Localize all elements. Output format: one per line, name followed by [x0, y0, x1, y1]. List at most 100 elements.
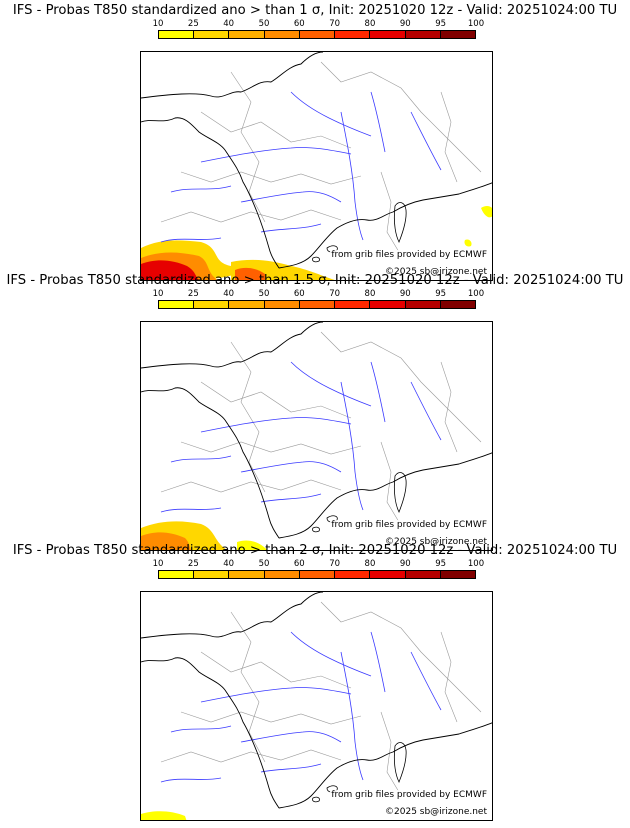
probability-area: [237, 540, 268, 550]
region-border: [320, 331, 482, 443]
colorbar-tick: 50: [258, 289, 270, 299]
colorbar-swatch: [194, 31, 230, 38]
colorbar-swatch: [229, 31, 265, 38]
map-graphic: [141, 592, 492, 820]
river: [200, 147, 352, 163]
corsica-island: [393, 472, 407, 513]
colorbar: [158, 300, 476, 309]
colorbar-swatch: [159, 301, 195, 308]
river: [260, 223, 322, 233]
colorbar-swatch: [229, 301, 265, 308]
region-border: [440, 631, 458, 723]
probability-area: [481, 206, 492, 218]
forecast-panel-3: IFS - Probas T850 standardized ano > tha…: [0, 543, 630, 821]
colorbar-tick: 40: [223, 19, 235, 29]
colorbar-swatch: [264, 571, 300, 578]
colorbar: [158, 30, 476, 39]
colorbar-tick: 90: [399, 19, 411, 29]
river: [340, 381, 364, 511]
map-graphic: [141, 52, 492, 280]
river: [370, 91, 386, 153]
colorbar-tick: 95: [435, 289, 447, 299]
region-border: [230, 611, 266, 763]
colorbar-swatch: [370, 571, 406, 578]
france-map: from grib files provided by ECMWF ©2025 …: [140, 591, 493, 821]
coastline: [141, 52, 492, 269]
river: [410, 381, 442, 441]
river: [370, 631, 386, 693]
probability-area: [141, 811, 187, 820]
colorbar-tick: 90: [399, 559, 411, 569]
colorbar-swatch: [299, 31, 336, 38]
colorbar-swatch: [159, 31, 195, 38]
colorbar-swatch: [335, 571, 371, 578]
river: [160, 507, 222, 513]
forecast-panel-2: IFS - Probas T850 standardized ano > tha…: [0, 273, 630, 551]
colorbar-tick: 70: [329, 559, 341, 569]
river: [170, 185, 232, 193]
probability-area: [235, 267, 265, 280]
river: [340, 651, 364, 781]
river: [290, 361, 372, 407]
colorbar-swatch: [299, 571, 336, 578]
region-border: [200, 381, 352, 419]
region-border: [200, 651, 352, 689]
source-credit: from grib files provided by ECMWF: [330, 790, 488, 800]
river: [160, 777, 222, 783]
region-border: [230, 341, 266, 493]
panel-title: IFS - Probas T850 standardized ano > tha…: [6, 273, 624, 288]
region-border: [380, 171, 400, 253]
river: [260, 763, 322, 773]
colorbar-swatch: [159, 571, 195, 578]
colorbar-tick: 25: [187, 559, 199, 569]
colorbar-tick: 40: [223, 289, 235, 299]
colorbar-tick: 10: [152, 559, 164, 569]
colorbar-tick: 10: [152, 19, 164, 29]
river: [200, 417, 352, 433]
colorbar-swatch: [264, 31, 300, 38]
region-border: [180, 711, 362, 725]
map-graphic: [141, 322, 492, 550]
river: [240, 461, 342, 473]
colorbar-tick: 25: [187, 289, 199, 299]
colorbar-tick: 10: [152, 289, 164, 299]
copyright-credit: ©2025 sb@irizone.net: [384, 267, 488, 277]
copyright-credit: ©2025 sb@irizone.net: [384, 807, 488, 817]
corsica-island: [393, 742, 407, 783]
region-border: [160, 479, 342, 493]
river: [410, 651, 442, 711]
colorbar-tick: 70: [329, 289, 341, 299]
colorbar-tick: 40: [223, 559, 235, 569]
colorbar-swatch: [335, 31, 371, 38]
colorbar-swatch: [370, 301, 406, 308]
colorbar-swatch: [299, 301, 336, 308]
colorbar-tick: 100: [467, 559, 485, 569]
colorbar-ticks: 10 25 40 50 60 70 80 90 95 100: [153, 289, 485, 300]
region-border: [160, 749, 342, 763]
colorbar-swatch: [370, 31, 406, 38]
colorbar-swatch: [405, 301, 441, 308]
region-border: [380, 711, 400, 793]
colorbar-tick: 70: [329, 19, 341, 29]
region-border: [230, 71, 266, 223]
river: [340, 111, 364, 241]
france-map: from grib files provided by ECMWF ©2025 …: [140, 51, 493, 281]
colorbar-tick: 60: [293, 289, 305, 299]
colorbar-swatch: [264, 301, 300, 308]
colorbar-tick: 25: [187, 19, 199, 29]
colorbar-tick: 100: [467, 19, 485, 29]
copyright-credit: ©2025 sb@irizone.net: [384, 537, 488, 547]
region-border: [200, 111, 352, 149]
river: [370, 361, 386, 423]
colorbar-swatch: [335, 301, 371, 308]
colorbar-swatch: [405, 571, 441, 578]
region-border: [160, 209, 342, 223]
colorbar-swatch: [440, 31, 475, 38]
colorbar-swatch: [440, 301, 475, 308]
panel-title: IFS - Probas T850 standardized ano > tha…: [12, 3, 618, 18]
river: [160, 237, 222, 243]
river: [260, 493, 322, 503]
colorbar-ticks: 10 25 40 50 60 70 80 90 95 100: [153, 559, 485, 570]
region-border: [320, 601, 482, 713]
colorbar-tick: 95: [435, 19, 447, 29]
